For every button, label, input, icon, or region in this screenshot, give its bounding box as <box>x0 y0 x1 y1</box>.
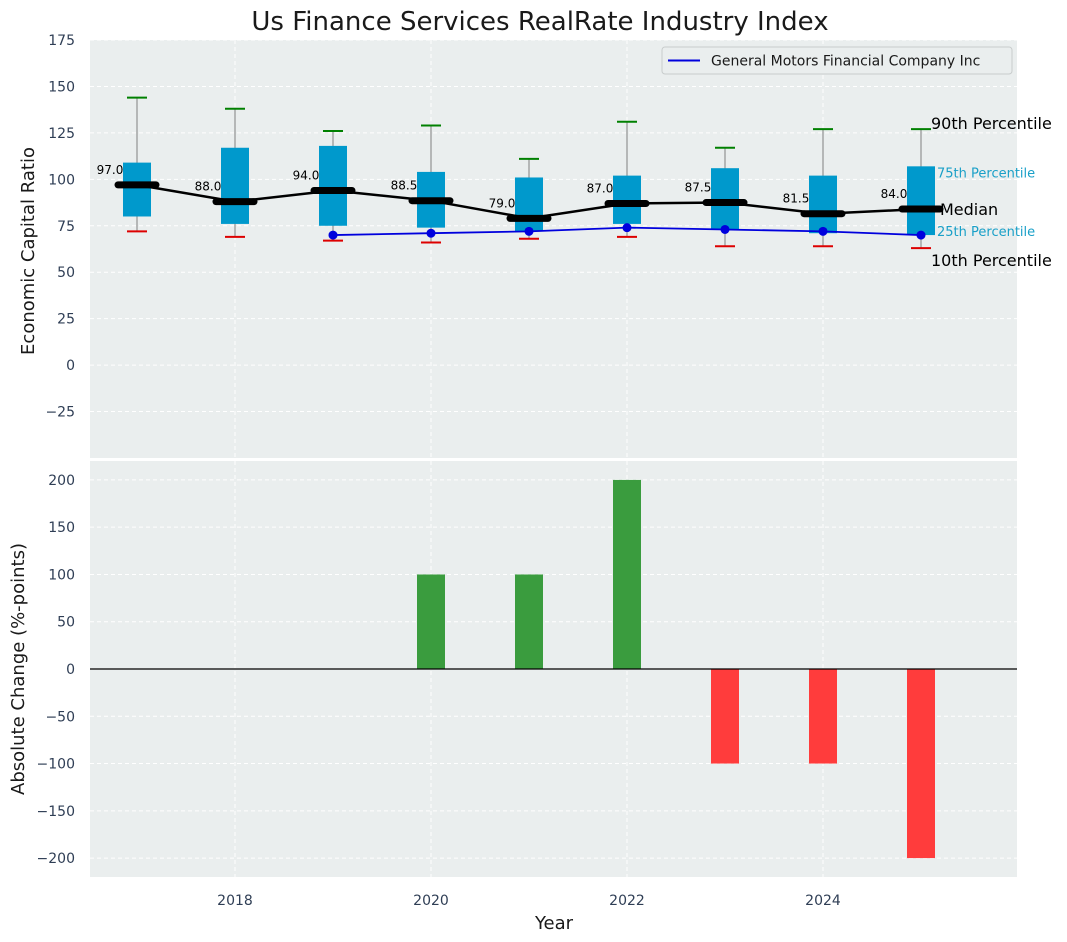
y-tick-label: 50 <box>57 265 75 281</box>
x-tick-label: 2020 <box>413 893 449 909</box>
y-tick-label: 75 <box>57 219 75 235</box>
bar-plot-x-axis-label: Year <box>534 913 574 934</box>
x-tick-label: 2018 <box>217 893 253 909</box>
iqr-box <box>907 166 935 236</box>
company-point <box>524 226 534 236</box>
iqr-box <box>123 162 151 217</box>
median-value-label: 88.0 <box>195 180 222 194</box>
y-tick-label: −50 <box>45 709 75 725</box>
iqr-box <box>515 177 543 232</box>
y-tick-label: 0 <box>66 358 75 374</box>
bar-plot-y-ticks: −200 −150 −100 −50 0 50 100 150 200 <box>37 473 75 867</box>
y-tick-label: 150 <box>48 79 75 95</box>
change-bar <box>613 479 641 669</box>
bar-plot-y-axis-label: Absolute Change (%-points) <box>8 543 29 795</box>
chart-title: Us Finance Services RealRate Industry In… <box>251 7 828 37</box>
y-tick-label: 150 <box>48 520 75 536</box>
y-tick-label: 175 <box>48 33 75 49</box>
change-bar <box>711 669 739 764</box>
median-series: 97.0 88.0 94.0 88.5 79.0 87.0 87.5 81.5 84.0 <box>97 163 944 222</box>
y-tick-label: −150 <box>37 804 75 820</box>
company-series <box>328 223 926 240</box>
company-point <box>916 230 926 240</box>
median-value-label: 94.0 <box>293 168 320 182</box>
y-tick-label: −25 <box>45 405 75 421</box>
p75-annotation: 75th Percentile <box>937 166 1035 181</box>
bar-plot-gridlines <box>90 461 1017 877</box>
y-tick-label: −200 <box>37 851 75 867</box>
x-tick-label: 2024 <box>805 893 841 909</box>
change-bar <box>515 574 543 669</box>
change-bar <box>809 669 837 764</box>
company-point <box>328 230 338 240</box>
box-plot-y-ticks: −25 0 25 50 75 100 125 150 175 <box>45 33 75 421</box>
p90-annotation: 90th Percentile <box>931 114 1052 133</box>
median-value-label: 87.0 <box>587 181 614 195</box>
bar-plot-x-ticks: 2018 2020 2022 2024 <box>217 893 841 909</box>
median-value-label: 97.0 <box>97 163 124 177</box>
iqr-box <box>809 175 837 234</box>
median-value-label: 87.5 <box>685 181 712 195</box>
percentile-annotations: 90th Percentile 75th Percentile Median 25th… <box>931 114 1052 270</box>
y-tick-label: −100 <box>37 757 75 773</box>
legend: General Motors Financial Company Inc <box>661 46 1013 75</box>
y-tick-label: 0 <box>66 662 75 678</box>
y-tick-label: 125 <box>48 126 75 142</box>
p10-annotation: 10th Percentile <box>931 251 1052 270</box>
median-value-label: 84.0 <box>881 187 908 201</box>
legend-label-company: General Motors Financial Company Inc <box>711 54 980 70</box>
iqr-box <box>613 175 641 224</box>
y-tick-label: 25 <box>57 312 75 328</box>
change-bar-panel: −200 −150 −100 −50 0 50 100 150 200 2018 2020 2022… <box>8 461 1017 934</box>
median-annotation: Median <box>940 200 998 219</box>
y-tick-label: 100 <box>48 567 75 583</box>
company-point <box>426 228 436 238</box>
iqr-box <box>221 147 249 224</box>
legend-box <box>661 46 1013 75</box>
change-bar <box>417 574 445 669</box>
box-plot-background <box>90 40 1017 458</box>
company-point <box>622 223 632 233</box>
x-tick-label: 2022 <box>609 893 645 909</box>
company-point <box>818 226 828 236</box>
iqr-box <box>711 168 739 230</box>
iqr-box <box>319 145 347 226</box>
p25-annotation: 25th Percentile <box>937 225 1035 240</box>
box-plot-panel: −25 0 25 50 75 100 125 150 175 97.0 88.0 94.0 88.5 7… <box>18 33 1052 458</box>
change-bars <box>417 479 935 859</box>
box-plot-y-axis-label: Economic Capital Ratio <box>18 147 39 355</box>
median-value-label: 88.5 <box>391 179 418 193</box>
change-bar <box>907 669 935 859</box>
y-tick-label: 50 <box>57 615 75 631</box>
median-value-label: 81.5 <box>783 192 810 206</box>
median-value-label: 79.0 <box>489 196 516 210</box>
company-point <box>720 224 730 234</box>
y-tick-label: 200 <box>48 473 75 489</box>
y-tick-label: 100 <box>48 172 75 188</box>
